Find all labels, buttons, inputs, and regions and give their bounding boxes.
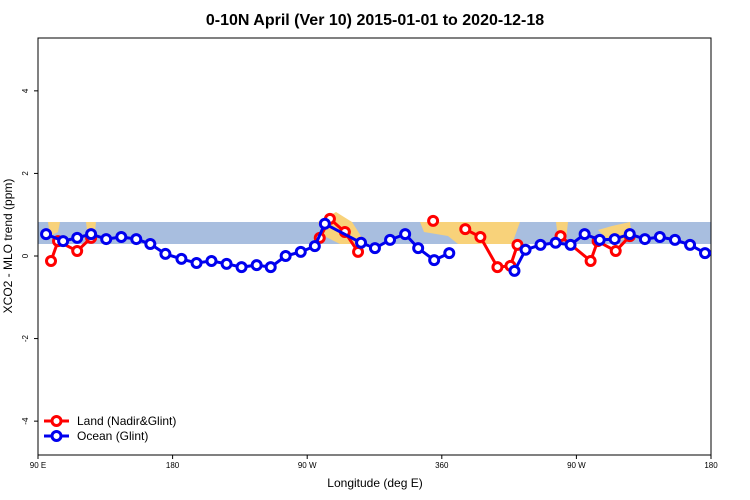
data-point xyxy=(609,245,622,258)
data-point xyxy=(71,231,84,244)
data-point xyxy=(45,254,58,267)
data-point xyxy=(684,238,697,251)
data-point xyxy=(40,228,53,241)
data-point xyxy=(57,235,70,248)
data-point xyxy=(100,233,113,246)
y-tick-label: 4 xyxy=(21,88,30,93)
data-point xyxy=(459,223,472,236)
x-tick-label: 90 W xyxy=(298,461,317,470)
data-point xyxy=(623,228,636,241)
data-point xyxy=(159,247,172,260)
y-axis-label: XCO2 - MLO trend (ppm) xyxy=(1,179,15,314)
data-point xyxy=(653,231,666,244)
data-point xyxy=(190,257,203,270)
data-point xyxy=(443,247,456,260)
data-point xyxy=(474,231,487,244)
data-point xyxy=(668,233,681,246)
data-point xyxy=(412,242,425,255)
data-point xyxy=(511,238,524,251)
data-point xyxy=(491,261,504,274)
data-point xyxy=(205,254,218,267)
data-point xyxy=(130,233,143,246)
data-point xyxy=(593,233,606,246)
data-point xyxy=(699,247,712,260)
data-point xyxy=(584,254,597,267)
x-tick-label: 90 E xyxy=(30,461,46,470)
data-point xyxy=(534,238,547,251)
data-point xyxy=(508,264,521,277)
data-point xyxy=(608,233,621,246)
data-point xyxy=(175,252,188,265)
data-point xyxy=(279,249,292,262)
legend-label: Ocean (Glint) xyxy=(77,429,148,443)
data-point xyxy=(235,261,248,274)
data-point xyxy=(71,245,84,258)
ocean-band xyxy=(38,222,711,244)
legend-marker xyxy=(50,415,63,427)
data-point xyxy=(428,254,441,267)
data-point xyxy=(294,245,307,258)
y-tick-label: -4 xyxy=(21,417,30,425)
y-tick-label: 0 xyxy=(21,253,30,258)
data-point xyxy=(144,238,157,251)
data-point xyxy=(578,228,591,241)
data-point xyxy=(115,231,128,244)
data-point xyxy=(384,233,397,246)
data-point xyxy=(638,233,651,246)
data-point xyxy=(519,243,532,256)
data-point xyxy=(564,238,577,251)
chart-title: 0-10N April (Ver 10) 2015-01-01 to 2020-… xyxy=(206,12,544,29)
x-axis-label: Longitude (deg E) xyxy=(327,476,422,490)
legend-label: Land (Nadir&Glint) xyxy=(77,414,176,428)
data-point xyxy=(318,217,331,230)
data-point xyxy=(399,228,412,241)
data-point xyxy=(85,228,98,241)
legend-marker xyxy=(50,430,63,442)
x-tick-label: 90 W xyxy=(567,461,586,470)
data-point xyxy=(220,257,233,270)
y-tick-label: -2 xyxy=(21,334,30,342)
x-tick-label: 180 xyxy=(704,461,718,470)
series-line xyxy=(49,217,631,269)
plot-frame xyxy=(37,37,712,456)
data-point xyxy=(368,242,381,255)
data-point xyxy=(355,236,368,249)
data-point xyxy=(427,214,440,227)
data-point xyxy=(308,240,321,253)
data-point xyxy=(549,236,562,249)
x-tick-label: 180 xyxy=(166,461,180,470)
data-point xyxy=(250,259,263,272)
y-tick-label: 2 xyxy=(21,171,30,176)
x-tick-label: 360 xyxy=(435,461,449,470)
data-point xyxy=(264,261,277,274)
